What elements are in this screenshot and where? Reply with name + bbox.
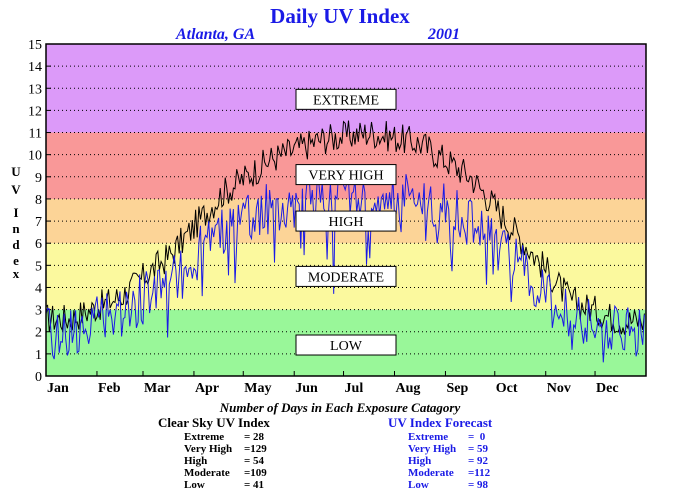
band-label: LOW	[330, 339, 363, 354]
summary-title: Number of Days in Each Exposure Catagory	[219, 400, 461, 415]
y-axis-label-letter: e	[13, 253, 19, 268]
x-tick-label: Apr	[195, 381, 219, 396]
x-tick-label: May	[244, 381, 271, 396]
y-axis-label-letter: U	[11, 164, 21, 179]
x-tick-label: Aug	[395, 381, 420, 396]
forecast-title: UV Index Forecast	[388, 415, 493, 430]
y-axis-label-letter: I	[13, 205, 19, 220]
y-tick-label: 4	[35, 281, 42, 296]
band-label-box	[295, 88, 397, 110]
x-tick-label: Jul	[345, 381, 364, 396]
y-tick-label: 3	[35, 304, 42, 319]
y-tick-label: 0	[35, 370, 42, 385]
summary-row: Low = 41	[184, 479, 265, 491]
y-axis-label-letter: d	[12, 237, 20, 252]
band-label: EXTREME	[313, 93, 379, 108]
series-forecast-line	[45, 171, 645, 363]
clear-sky-summary: Clear Sky UV Index Extreme = 28 Very High…	[158, 415, 270, 491]
plot-frame	[45, 43, 647, 377]
y-axis-label-letter: V	[11, 182, 21, 197]
summary-row: Low = 98	[408, 479, 489, 491]
y-tick-label: 7	[35, 215, 42, 230]
band-label-box	[295, 334, 397, 356]
clear-sky-title: Clear Sky UV Index	[158, 415, 270, 430]
y-tick-label: 5	[35, 259, 42, 274]
summary-row: Moderate =109	[184, 467, 267, 479]
chart-title: Daily UV Index	[270, 4, 410, 28]
summary-row: Very High = 59	[408, 443, 489, 455]
band-label: VERY HIGH	[308, 169, 383, 184]
series-clear-sky-line	[45, 120, 645, 335]
summary-row: High = 92	[408, 455, 489, 467]
band-label-box	[295, 210, 397, 232]
y-tick-label: 9	[35, 171, 42, 186]
x-tick-label: Oct	[496, 381, 518, 396]
band-label-box	[295, 164, 397, 186]
y-tick-label: 14	[28, 60, 42, 75]
y-tick-label: 1	[35, 348, 42, 363]
y-tick-label: 15	[28, 38, 42, 53]
y-axis-label-letter: x	[12, 266, 20, 281]
x-tick-label: Mar	[144, 381, 170, 396]
summary-row: Very High =129	[184, 443, 267, 455]
forecast-summary: UV Index Forecast Extreme = 0 Very High = …	[388, 415, 492, 491]
summary-row: Extreme = 0	[408, 431, 486, 443]
summary-row: Moderate =112	[408, 467, 491, 479]
y-tick-label: 10	[28, 149, 42, 164]
summary-row: Extreme = 28	[184, 431, 265, 443]
y-tick-label: 13	[28, 82, 42, 97]
summary-row: High = 54	[184, 455, 265, 467]
x-tick-label: Nov	[547, 381, 571, 396]
x-tick-label: Jan	[47, 381, 69, 396]
x-tick-label: Dec	[596, 381, 619, 396]
band-label: HIGH	[329, 215, 364, 230]
y-tick-label: 12	[28, 104, 42, 119]
chart-year: 2001	[428, 26, 460, 43]
x-tick-label: Sep	[446, 381, 468, 396]
y-tick-label: 8	[35, 193, 42, 208]
x-tick-label: Feb	[98, 381, 121, 396]
x-tick-label: Jun	[295, 381, 318, 396]
y-axis-label-letter: n	[12, 221, 20, 236]
band-label-box	[295, 265, 397, 287]
y-tick-label: 2	[35, 326, 42, 341]
band-label: MODERATE	[308, 270, 384, 285]
y-tick-label: 6	[35, 237, 42, 252]
y-tick-label: 11	[29, 127, 42, 142]
chart-location: Atlanta, GA	[176, 26, 256, 43]
